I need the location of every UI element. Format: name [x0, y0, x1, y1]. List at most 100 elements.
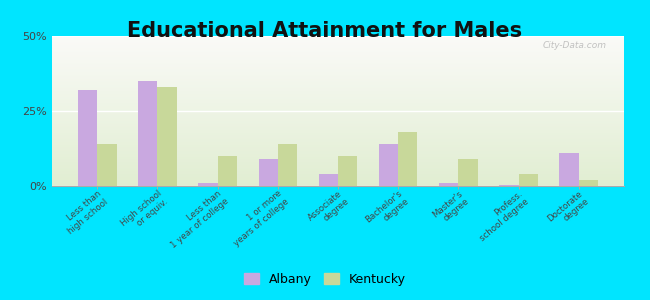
- Bar: [52, 124, 624, 126]
- Bar: [52, 156, 624, 158]
- Bar: [52, 162, 624, 164]
- Text: Educational Attainment for Males: Educational Attainment for Males: [127, 21, 523, 41]
- Bar: [52, 169, 624, 171]
- Bar: [52, 180, 624, 182]
- Bar: [52, 126, 624, 128]
- Bar: [52, 38, 624, 39]
- Bar: [52, 48, 624, 50]
- Bar: [52, 182, 624, 183]
- Bar: [52, 123, 624, 124]
- Bar: [52, 130, 624, 132]
- Bar: [52, 165, 624, 166]
- Bar: [52, 144, 624, 146]
- Bar: [338, 156, 358, 186]
- Bar: [218, 156, 237, 186]
- Bar: [52, 178, 624, 180]
- Bar: [52, 56, 624, 57]
- Bar: [52, 74, 624, 75]
- Text: City-Data.com: City-Data.com: [543, 40, 607, 50]
- Bar: [52, 168, 624, 170]
- Bar: [52, 102, 624, 104]
- Bar: [52, 36, 624, 38]
- Bar: [52, 128, 624, 129]
- Bar: [52, 93, 624, 94]
- Bar: [318, 174, 338, 186]
- Bar: [52, 138, 624, 140]
- Bar: [52, 54, 624, 56]
- Bar: [52, 106, 624, 108]
- Bar: [439, 183, 458, 186]
- Bar: [52, 122, 624, 123]
- Bar: [78, 90, 98, 186]
- Bar: [52, 61, 624, 63]
- Bar: [52, 176, 624, 177]
- Bar: [52, 68, 624, 69]
- Bar: [52, 98, 624, 99]
- Bar: [98, 144, 116, 186]
- Legend: Albany, Kentucky: Albany, Kentucky: [239, 268, 411, 291]
- Bar: [157, 87, 177, 186]
- Text: High school
or equiv.: High school or equiv.: [119, 189, 170, 236]
- Bar: [52, 66, 624, 68]
- Bar: [52, 82, 624, 84]
- Bar: [52, 184, 624, 186]
- Bar: [52, 87, 624, 88]
- Bar: [52, 76, 624, 78]
- Bar: [52, 132, 624, 134]
- Bar: [52, 84, 624, 86]
- Bar: [398, 132, 417, 186]
- Bar: [52, 183, 624, 184]
- Bar: [52, 46, 624, 48]
- Bar: [52, 92, 624, 93]
- Bar: [52, 118, 624, 120]
- Bar: [52, 177, 624, 178]
- Bar: [52, 148, 624, 150]
- Bar: [52, 159, 624, 160]
- Bar: [519, 174, 538, 186]
- Bar: [52, 112, 624, 114]
- Bar: [52, 129, 624, 130]
- Text: Less than
1 year of college: Less than 1 year of college: [162, 189, 230, 250]
- Bar: [52, 147, 624, 148]
- Bar: [52, 117, 624, 118]
- Bar: [52, 108, 624, 110]
- Bar: [198, 183, 218, 186]
- Text: 1 or more
years of college: 1 or more years of college: [226, 189, 291, 248]
- Text: Bachelor's
degree: Bachelor's degree: [364, 189, 411, 233]
- Bar: [259, 159, 278, 186]
- Bar: [52, 120, 624, 122]
- Bar: [52, 44, 624, 45]
- Bar: [52, 50, 624, 51]
- Bar: [578, 180, 598, 186]
- Bar: [52, 167, 624, 168]
- Bar: [52, 45, 624, 46]
- Bar: [52, 172, 624, 174]
- Bar: [52, 136, 624, 138]
- Bar: [52, 72, 624, 74]
- Bar: [52, 39, 624, 40]
- Bar: [52, 94, 624, 96]
- Bar: [458, 159, 478, 186]
- Bar: [52, 51, 624, 52]
- Bar: [52, 141, 624, 142]
- Bar: [52, 80, 624, 81]
- Bar: [52, 134, 624, 135]
- Bar: [278, 144, 297, 186]
- Bar: [52, 85, 624, 87]
- Bar: [52, 58, 624, 60]
- Bar: [52, 114, 624, 116]
- Bar: [52, 110, 624, 111]
- Bar: [52, 100, 624, 102]
- Bar: [52, 154, 624, 156]
- Bar: [52, 150, 624, 152]
- Bar: [52, 52, 624, 54]
- Bar: [52, 140, 624, 141]
- Bar: [52, 160, 624, 162]
- Bar: [52, 63, 624, 64]
- Bar: [52, 152, 624, 153]
- Bar: [52, 78, 624, 80]
- Bar: [52, 105, 624, 106]
- Text: Associate
degree: Associate degree: [306, 189, 350, 230]
- Bar: [499, 184, 519, 186]
- Bar: [52, 142, 624, 144]
